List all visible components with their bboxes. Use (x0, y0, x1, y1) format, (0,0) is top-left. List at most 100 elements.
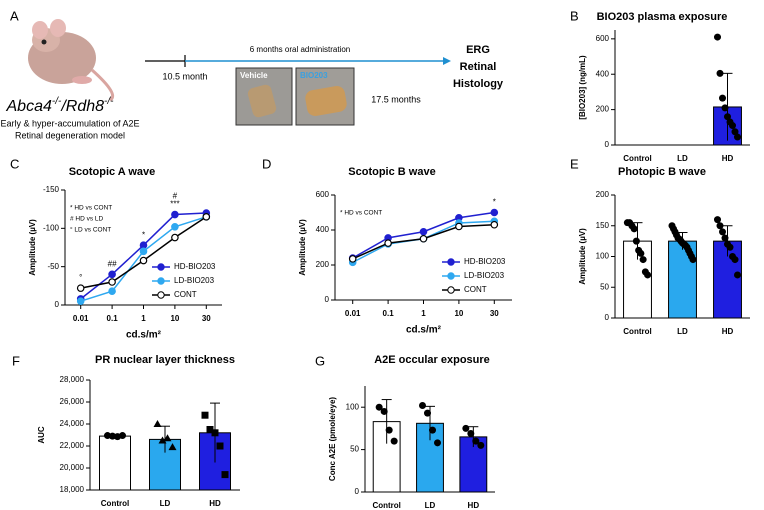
y-tick-label: 400 (316, 225, 330, 234)
y-axis-label: Conc A2E (pmole/eye) (328, 397, 337, 482)
y-tick-label: 24,000 (60, 419, 85, 428)
pellet (247, 84, 277, 118)
panel-letter: A (10, 8, 19, 23)
data-point (734, 133, 741, 141)
significance-mark: # (173, 192, 178, 201)
y-tick-label: 0 (325, 295, 330, 304)
data-point (216, 442, 224, 450)
panel-letter: F (12, 353, 20, 368)
series-point (139, 241, 148, 250)
series-point (139, 247, 148, 256)
data-point (158, 436, 167, 444)
x-tick-label: 30 (202, 314, 211, 323)
x-tick-label: 10 (170, 314, 179, 323)
y-tick-label: -50 (47, 262, 59, 271)
data-point (429, 426, 436, 434)
y-tick-label: 20,000 (60, 463, 85, 472)
start-label: 10.5 month (162, 71, 207, 81)
data-point (731, 128, 739, 136)
y-tick-label: 26,000 (60, 397, 85, 406)
legend-label: HD-BIO203 (174, 262, 216, 271)
panel-letter: B (570, 8, 579, 23)
x-tick-label: Control (372, 501, 400, 510)
y-axis-label: Amplitude (µV) (28, 219, 37, 276)
data-point (424, 409, 431, 417)
series-point (108, 270, 116, 279)
legend-marker (157, 277, 165, 285)
series-point (202, 213, 211, 221)
data-point (729, 122, 736, 130)
x-axis-label: cd.s/m² (126, 330, 162, 341)
y-axis-label: AUC (37, 426, 46, 444)
pellet (305, 85, 347, 117)
series-point (384, 239, 392, 247)
x-tick-label: HD (722, 154, 734, 163)
legend-marker (447, 258, 455, 266)
note: ° LD vs CONT (70, 226, 111, 234)
chart-title: Scotopic B wave (348, 166, 435, 178)
y-tick-label: 150 (596, 221, 610, 230)
y-tick-label: -150 (43, 185, 60, 194)
data-point (714, 216, 721, 224)
model-line: Early & hyper-accumulation of A2E (0, 118, 139, 128)
end-label: 17.5 months (371, 94, 421, 104)
data-point (726, 243, 734, 251)
genotype: Abca4-/-/Rdh8-/- (6, 96, 115, 116)
x-tick-label: Control (101, 499, 129, 508)
x-tick-label: Control (623, 154, 651, 163)
x-tick-label: LD (160, 499, 171, 508)
chart-title: PR nuclear layer thickness (95, 354, 235, 366)
data-point (714, 33, 721, 41)
data-point (206, 426, 214, 433)
x-tick-label: 1 (421, 309, 426, 318)
x-tick-label: LD (425, 501, 436, 510)
legend-marker (447, 272, 455, 280)
legend-label: HD-BIO203 (464, 257, 506, 266)
data-point (375, 403, 383, 411)
y-tick-label: 200 (596, 190, 610, 199)
series-point (348, 255, 357, 263)
readout: Histology (453, 78, 504, 90)
chart-title: BIO203 plasma exposure (597, 11, 728, 23)
data-point (390, 437, 398, 445)
data-point (211, 429, 219, 437)
data-point (721, 104, 729, 112)
data-point (632, 237, 640, 245)
note: # HD vs LD (70, 216, 104, 223)
series-point (108, 278, 116, 286)
schematic: A Abca4-/-/Rdh8-/- Early & hyper-accumul… (0, 8, 503, 140)
x-tick-label: 1 (141, 314, 146, 323)
significance-mark: ° (79, 273, 82, 282)
data-point (434, 439, 441, 447)
model-line: Retinal degeneration model (15, 130, 125, 140)
data-point (119, 432, 126, 440)
series-point (419, 234, 428, 243)
vehicle-label: Vehicle (240, 71, 268, 80)
x-tick-label: LD (677, 327, 688, 336)
note: * HD vs CONT (70, 205, 112, 212)
data-point (716, 222, 724, 230)
panel-letter: E (570, 156, 579, 171)
readout: ERG (466, 44, 490, 56)
significance-mark: ## (108, 259, 117, 268)
data-point (477, 441, 485, 449)
x-tick-label: 10 (454, 309, 463, 318)
significance-mark: *** (170, 200, 179, 209)
chart-title: A2E occular exposure (374, 354, 490, 366)
data-point (462, 424, 470, 432)
data-point (731, 256, 739, 264)
data-point (472, 437, 480, 445)
arrow-head (443, 57, 451, 65)
data-point (734, 271, 741, 279)
y-tick-label: 200 (316, 260, 330, 269)
y-axis-label: Amplitude (µV) (298, 219, 307, 276)
series-point (139, 256, 148, 265)
x-tick-label: 0.01 (345, 309, 361, 318)
data-point (385, 426, 393, 434)
y-axis-label: Amplitude (µV) (578, 228, 587, 285)
bar (99, 435, 131, 491)
y-tick-label: 600 (596, 34, 610, 43)
legend-marker (157, 263, 165, 271)
significance-mark: * (142, 230, 145, 239)
